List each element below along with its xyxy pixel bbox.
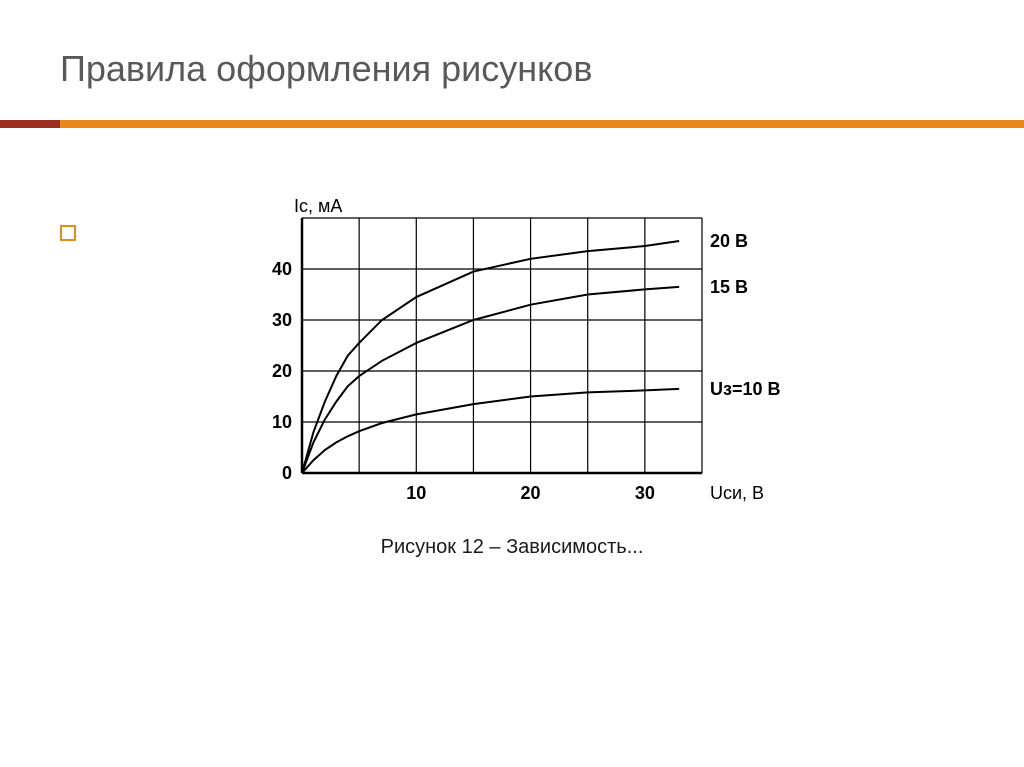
svg-text:Uси, В: Uси, В [710, 483, 764, 503]
figure-caption: Рисунок 12 – Зависимость... [232, 536, 792, 559]
accent-bar-left [0, 120, 60, 128]
chart-container: 20 В 15 В Uз=10 В 0 10 20 30 40 10 20 30 Ic, мА Uси,… [232, 198, 792, 559]
svg-text:20: 20 [272, 361, 292, 381]
accent-bar-right [60, 120, 1024, 128]
accent-bar [0, 120, 1024, 128]
svg-text:30: 30 [272, 310, 292, 330]
svg-text:0: 0 [282, 463, 292, 483]
svg-text:20 В: 20 В [710, 231, 748, 251]
slide-title: Правила оформления рисунков [0, 0, 1024, 120]
svg-text:10: 10 [272, 412, 292, 432]
svg-text:40: 40 [272, 259, 292, 279]
list-bullet-icon [60, 225, 76, 241]
chart-svg: 20 В 15 В Uз=10 В 0 10 20 30 40 10 20 30 Ic, мА Uси,… [232, 198, 792, 518]
svg-text:30: 30 [635, 483, 655, 503]
svg-text:20: 20 [521, 483, 541, 503]
svg-text:15 В: 15 В [710, 277, 748, 297]
svg-text:Ic, мА: Ic, мА [294, 198, 342, 216]
svg-text:10: 10 [406, 483, 426, 503]
chart-wrapper: 20 В 15 В Uз=10 В 0 10 20 30 40 10 20 30 Ic, мА Uси,… [0, 198, 1024, 559]
svg-text:Uз=10 В: Uз=10 В [710, 379, 780, 399]
